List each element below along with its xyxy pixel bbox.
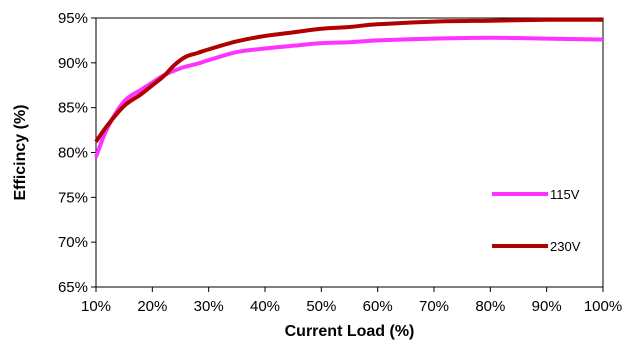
y-tick-label: 95%: [58, 10, 88, 27]
x-tick-label: 90%: [532, 298, 562, 315]
x-tick-label: 10%: [81, 298, 111, 315]
y-tick-label: 75%: [58, 189, 88, 206]
x-tick-label: 100%: [584, 298, 622, 315]
y-axis: 65% 70% 75% 80% 85% 90% 95%: [58, 10, 96, 296]
x-tick-label: 30%: [194, 298, 224, 315]
x-tick-label: 80%: [475, 298, 505, 315]
y-tick-label: 85%: [58, 100, 88, 117]
y-tick-label: 90%: [58, 55, 88, 72]
x-axis-title: Current Load (%): [285, 323, 415, 340]
legend: 115V 230V: [492, 187, 581, 254]
x-tick-label: 70%: [419, 298, 449, 315]
y-tick-label: 70%: [58, 234, 88, 251]
legend-label-115v: 115V: [550, 187, 580, 202]
series-line-115v: [94, 35, 604, 158]
x-axis: 10% 20% 30% 40% 50% 60% 70% 80% 90% 100%: [81, 287, 622, 315]
series-layer: [94, 17, 604, 158]
y-tick-label: 65%: [58, 279, 88, 296]
x-tick-label: 40%: [250, 298, 280, 315]
legend-label-230v: 230V: [550, 239, 581, 254]
y-tick-label: 80%: [58, 145, 88, 162]
y-axis-title: Efficincy (%): [12, 104, 29, 200]
x-tick-label: 50%: [306, 298, 336, 315]
series-line-230v: [94, 17, 604, 143]
x-tick-label: 20%: [137, 298, 167, 315]
x-tick-label: 60%: [363, 298, 393, 315]
